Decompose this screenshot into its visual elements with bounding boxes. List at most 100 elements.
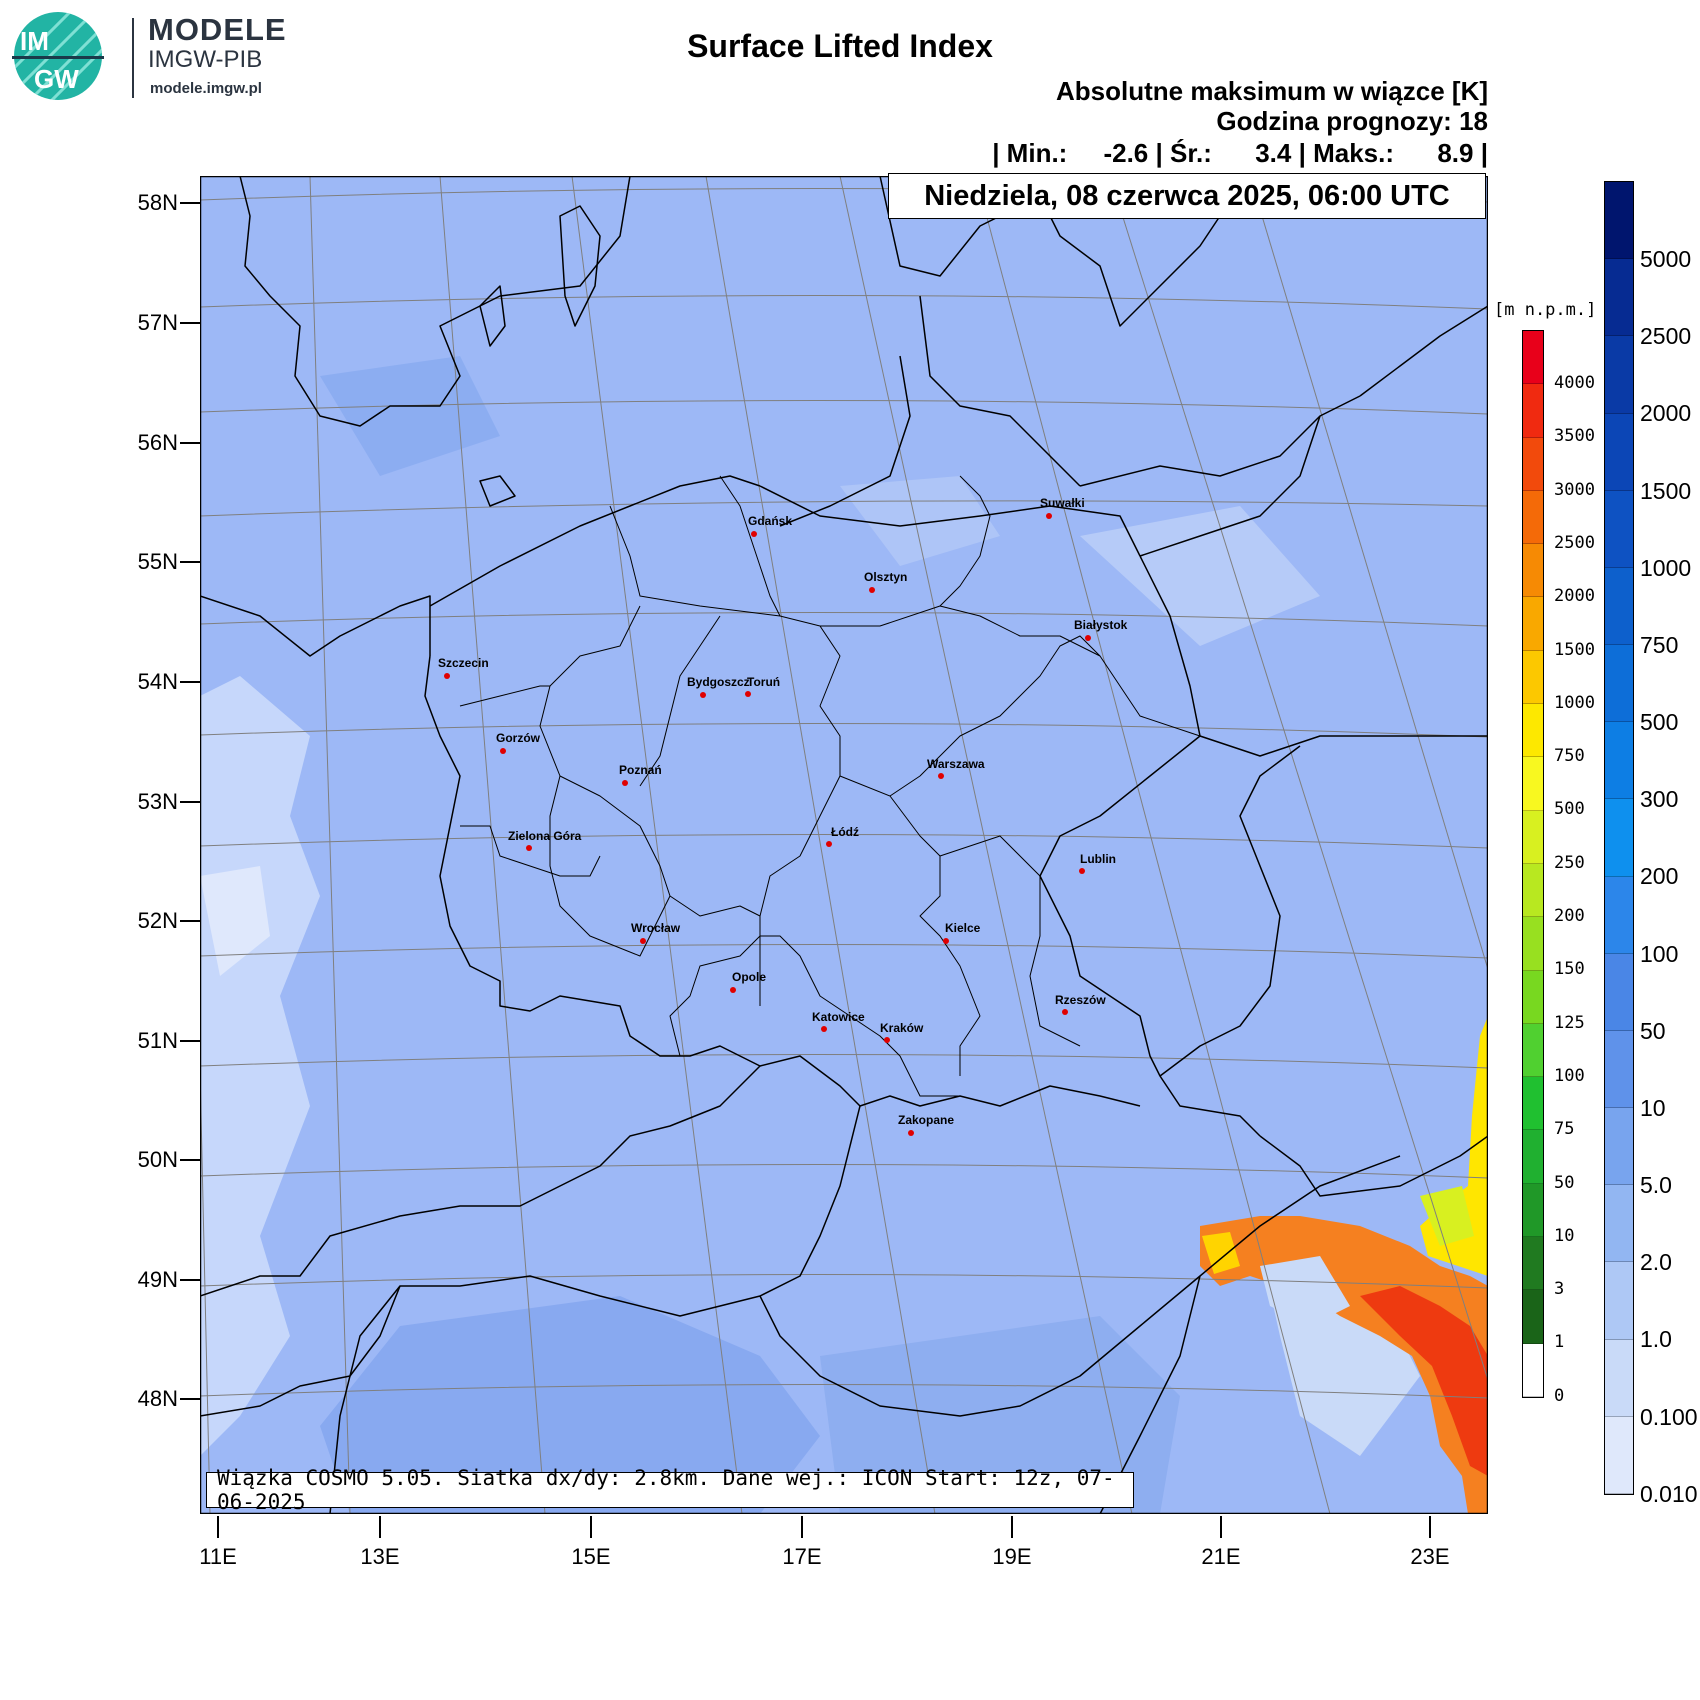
- lat-label-53n: 53N: [137, 789, 178, 814]
- city-label-gdansk: Gdańsk: [748, 514, 792, 528]
- city-marker-opole: [730, 987, 736, 993]
- voivodeship-border-7: [820, 605, 1201, 737]
- terrain-bar-segment: [1523, 704, 1543, 758]
- li-bar-segment: [1605, 413, 1633, 491]
- terrain-labels-item: 3: [1554, 1279, 1565, 1300]
- kaliningrad: [759, 485, 1141, 557]
- voivodeship-border-2: [539, 605, 761, 917]
- terrain-bar-segment: [1523, 863, 1543, 918]
- longitude-ticks: [217, 1516, 1431, 1538]
- meridian-23E: [975, 176, 1331, 1514]
- terrain-labels-item: 200: [1554, 906, 1585, 926]
- city-marker-suwalki: [1046, 513, 1052, 519]
- terrain-labels-item: 125: [1554, 1012, 1585, 1033]
- lat-label-54n: 54N: [137, 669, 178, 694]
- terrain-labels-item: 2500: [1554, 532, 1595, 553]
- li-bar-segment: [1605, 259, 1633, 337]
- li-labels-item: 750: [1640, 631, 1679, 658]
- city-label-gorzow: Gorzów: [496, 731, 541, 745]
- terrain-colorbar-bar: [1522, 330, 1544, 1398]
- svg-text:IM: IM: [20, 26, 49, 56]
- meridian-21E: [839, 176, 1133, 1514]
- li-bar-segment: [1605, 567, 1633, 646]
- meridian-25E: [1109, 176, 1488, 1382]
- terrain-labels-item: 1: [1554, 1332, 1565, 1353]
- lighter-field-ne: [1080, 506, 1320, 646]
- li-bar-segment: [1605, 1416, 1633, 1494]
- terrain-bar-segment: [1523, 384, 1543, 438]
- baltic-states-coast: [879, 176, 1231, 327]
- forecast-hour: Godzina prognozy: 18: [1216, 106, 1488, 136]
- lat-label-57n: 57N: [137, 310, 178, 335]
- lighter-field-west-2: [200, 866, 270, 976]
- logo-url: modele.imgw.pl: [150, 80, 262, 97]
- lithuania-east-border: [1359, 305, 1488, 397]
- voivodeship-border-11: [719, 475, 781, 617]
- meridian-17E: [571, 176, 743, 1514]
- li-bar-segment: [1605, 645, 1633, 723]
- logo-subtitle: IMGW-PIB: [148, 46, 263, 73]
- borders: [200, 176, 1488, 1514]
- li-labels-item: 300: [1640, 786, 1679, 813]
- terrain-bar-segment: [1523, 331, 1543, 385]
- city-label-rzeszow: Rzeszów: [1055, 993, 1106, 1007]
- city-label-suwalki: Suwałki: [1040, 496, 1085, 510]
- poland-coast: [429, 475, 761, 607]
- lat-label-51n: 51N: [137, 1028, 178, 1053]
- terrain-bar-segment: [1523, 650, 1543, 705]
- city-marker-zielona-gora: [526, 845, 532, 851]
- lighter-hole-in-patch: [1260, 1256, 1350, 1326]
- li-labels-item: 50: [1640, 1017, 1666, 1044]
- poland-west-border: [424, 655, 1141, 1107]
- lat-label-49n: 49N: [137, 1267, 178, 1292]
- meridian-27E: [1249, 176, 1488, 972]
- city-marker-warszawa: [938, 773, 944, 779]
- city-marker-szczecin: [444, 673, 450, 679]
- lon-label-13e: 13E: [360, 1544, 400, 1569]
- city-label-wroclaw: Wrocław: [631, 921, 681, 935]
- austria-border: [200, 1285, 401, 1417]
- lon-label-17e: 17E: [782, 1544, 822, 1569]
- li-labels-item: 100: [1640, 940, 1679, 967]
- li-bar-segment: [1605, 1030, 1633, 1109]
- latitude-ticks: [180, 202, 200, 1400]
- lat-label-48n: 48N: [137, 1386, 178, 1411]
- belarus-north-border: [1139, 415, 1321, 557]
- li-bar-segment: [1605, 1185, 1633, 1263]
- lat-label-58n: 58N: [137, 190, 178, 215]
- li-labels-item: 2500: [1640, 323, 1692, 350]
- city-marker-poznan: [622, 780, 628, 786]
- li-bar-segment: [1605, 1108, 1633, 1186]
- terrain-bar-segment: [1523, 1183, 1543, 1238]
- li-bar-segment: [1605, 490, 1633, 568]
- voivodeship-border-13: [889, 635, 1101, 797]
- city-marker-zakopane: [908, 1130, 914, 1136]
- lon-label-19e: 19E: [992, 1544, 1032, 1569]
- city-marker-krakow: [884, 1037, 890, 1043]
- latvia-lithuania-border: [1079, 395, 1361, 487]
- yellow-instability-spot: [1202, 1232, 1240, 1274]
- city-marker-olsztyn: [869, 587, 875, 593]
- terrain-labels-item: 100: [1554, 1065, 1585, 1086]
- terrain-labels-item: 3500: [1554, 426, 1595, 447]
- gulf-of-riga: [919, 295, 1081, 487]
- city-labels: Gdańsk Suwałki Olsztyn Białystok Szczeci…: [438, 496, 1128, 1127]
- terrain-bar-segment: [1523, 597, 1543, 651]
- darker-field-sw: [320, 1296, 820, 1514]
- terrain-bar-segment: [1523, 757, 1543, 811]
- forecast-date: Niedziela, 08 czerwca 2025, 06:00 UTC: [888, 173, 1486, 219]
- li-labels-item: 500: [1640, 709, 1679, 736]
- parallel-51N: [200, 943, 1488, 959]
- city-marker-gorzow: [500, 748, 506, 754]
- li-labels-item: 10: [1640, 1094, 1666, 1121]
- parallel-50N: [200, 1053, 1488, 1069]
- meridian-11E: [200, 1045, 211, 1514]
- terrain-bar-segment: [1523, 810, 1543, 864]
- lon-label-15e: 15E: [571, 1544, 611, 1569]
- li-labels-item: 2000: [1640, 400, 1692, 427]
- terrain-bar-segment: [1523, 970, 1543, 1024]
- city-label-lublin: Lublin: [1080, 852, 1116, 866]
- meridian-15E: [439, 176, 546, 1514]
- parallel-54N: [200, 611, 1488, 627]
- city-label-bialystok: Białystok: [1074, 618, 1128, 632]
